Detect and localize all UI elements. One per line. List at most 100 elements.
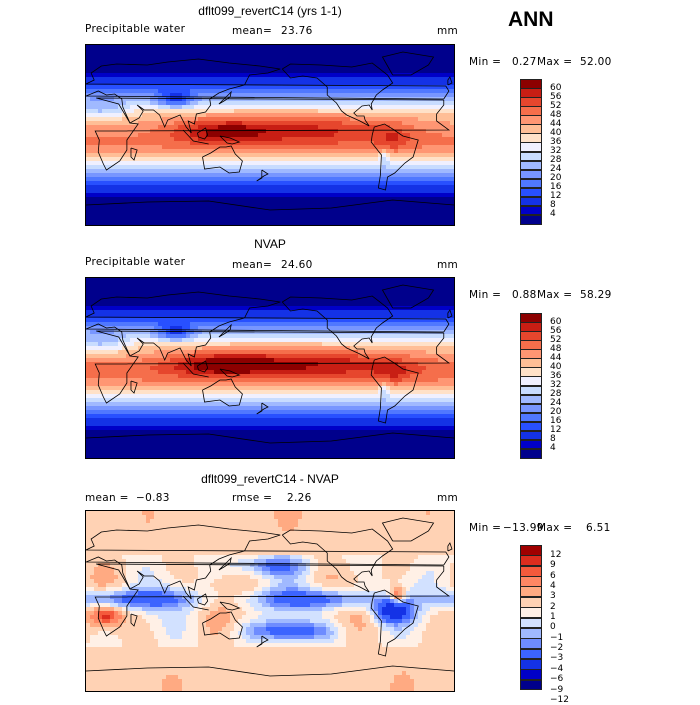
- map-cell: [118, 306, 123, 311]
- map-cell: [322, 209, 327, 214]
- map-cell: [86, 197, 91, 202]
- map-cell: [442, 89, 447, 94]
- map-cell: [182, 278, 187, 283]
- map-cell: [254, 189, 259, 194]
- map-cell: [414, 209, 419, 214]
- map-cell: [206, 294, 211, 299]
- map-cell: [314, 193, 319, 198]
- map-cell: [402, 77, 407, 82]
- map-cell: [394, 133, 399, 138]
- map-cell: [394, 173, 399, 178]
- panel1-max-value: 52.00: [580, 56, 612, 68]
- map-cell: [270, 213, 275, 218]
- map-cell: [334, 201, 339, 206]
- map-cell: [174, 193, 179, 198]
- map-cell: [342, 117, 347, 122]
- map-cell: [98, 77, 103, 82]
- map-cell: [306, 77, 311, 82]
- map-cell: [446, 105, 451, 110]
- map-cell: [102, 177, 107, 182]
- map-cell: [422, 97, 427, 102]
- map-cell: [222, 298, 227, 303]
- map-cell: [162, 149, 167, 154]
- map-cell: [338, 137, 343, 142]
- map-cell: [110, 169, 115, 174]
- map-cell: [382, 221, 387, 225]
- map-cell: [138, 53, 143, 58]
- map-cell: [442, 278, 447, 283]
- map-cell: [422, 165, 427, 170]
- map-cell: [306, 145, 311, 150]
- map-cell: [266, 45, 271, 50]
- map-cell: [314, 109, 319, 114]
- map-cell: [182, 133, 187, 138]
- map-cell: [322, 113, 327, 118]
- map-cell: [406, 145, 411, 150]
- map-cell: [286, 302, 291, 307]
- map-cell: [246, 149, 251, 154]
- map-cell: [250, 189, 255, 194]
- map-cell: [310, 121, 315, 126]
- map-cell: [394, 145, 399, 150]
- map-cell: [422, 201, 427, 206]
- map-cell: [146, 197, 151, 202]
- map-cell: [134, 286, 139, 291]
- map-cell: [182, 286, 187, 291]
- map-cell: [118, 137, 123, 142]
- map-cell: [326, 286, 331, 291]
- map-cell: [162, 161, 167, 166]
- map-cell: [378, 294, 383, 299]
- map-cell: [134, 81, 139, 86]
- map-cell: [278, 197, 283, 202]
- map-cell: [214, 105, 219, 110]
- map-cell: [114, 153, 119, 158]
- map-cell: [298, 286, 303, 291]
- map-cell: [110, 185, 115, 190]
- map-cell: [370, 181, 375, 186]
- map-cell: [450, 149, 454, 154]
- map-cell: [322, 109, 327, 114]
- map-cell: [162, 113, 167, 118]
- map-cell: [198, 145, 203, 150]
- map-cell: [226, 73, 231, 78]
- map-cell: [422, 137, 427, 142]
- map-cell: [378, 57, 383, 62]
- map-cell: [114, 185, 119, 190]
- map-cell: [238, 121, 243, 126]
- map-cell: [378, 221, 383, 225]
- map-cell: [282, 117, 287, 122]
- map-cell: [238, 290, 243, 295]
- map-cell: [342, 121, 347, 126]
- map-cell: [426, 77, 431, 82]
- map-cell: [310, 149, 315, 154]
- map-cell: [422, 173, 427, 178]
- map-cell: [226, 49, 231, 54]
- map-cell: [130, 113, 135, 118]
- map-cell: [294, 221, 299, 225]
- map-cell: [234, 173, 239, 178]
- map-cell: [374, 157, 379, 162]
- map-cell: [286, 45, 291, 50]
- map-cell: [186, 105, 191, 110]
- map-cell: [422, 145, 427, 150]
- map-cell: [442, 177, 447, 182]
- map-cell: [418, 157, 423, 162]
- map-cell: [246, 185, 251, 190]
- map-cell: [170, 298, 175, 303]
- map-cell: [138, 57, 143, 62]
- map-cell: [182, 181, 187, 186]
- map-cell: [162, 173, 167, 178]
- map-cell: [114, 286, 119, 291]
- map-cell: [330, 73, 335, 78]
- map-cell: [318, 101, 323, 106]
- map-cell: [234, 113, 239, 118]
- map-cell: [330, 169, 335, 174]
- map-cell: [158, 153, 163, 158]
- map-cell: [150, 302, 155, 307]
- map-cell: [126, 69, 131, 74]
- map-cell: [426, 53, 431, 58]
- map-cell: [270, 310, 275, 315]
- map-cell: [282, 294, 287, 299]
- map-cell: [366, 298, 371, 303]
- map-cell: [138, 197, 143, 202]
